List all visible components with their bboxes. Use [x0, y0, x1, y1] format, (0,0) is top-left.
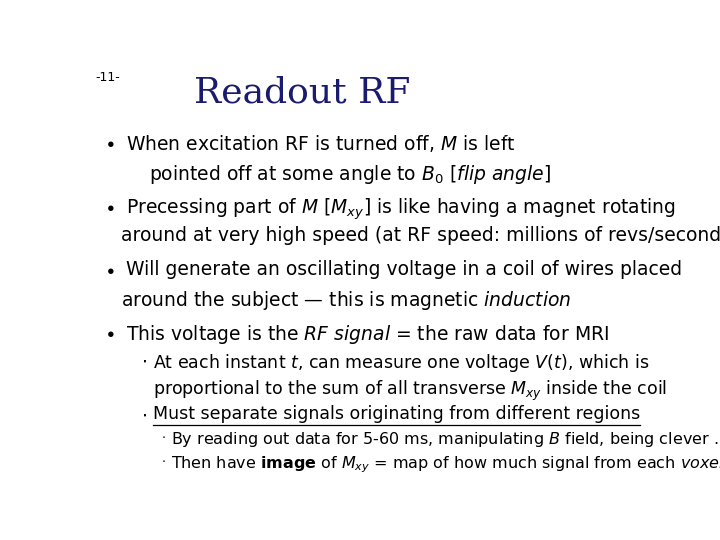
Text: $\bullet$: $\bullet$ [104, 133, 114, 152]
Text: Precessing part of $\it{M}$ [$M_{xy}$] is like having a magnet rotating: Precessing part of $\it{M}$ [$M_{xy}$] i… [126, 197, 676, 222]
Text: $M_{xy}$: $M_{xy}$ [652, 142, 672, 159]
Text: $\cdot$: $\cdot$ [161, 454, 166, 467]
Text: around at very high speed (at RF speed: millions of revs/second): around at very high speed (at RF speed: … [121, 226, 720, 245]
Text: Will generate an oscillating voltage in a coil of wires placed: Will generate an oscillating voltage in … [126, 260, 683, 279]
Text: This voltage is the $\it{RF\ signal}$ = the raw data for MRI: This voltage is the $\it{RF\ signal}$ = … [126, 323, 609, 346]
Text: M: M [661, 63, 672, 76]
Text: around the subject — this is magnetic $\it{induction}$: around the subject — this is magnetic $\… [121, 289, 571, 312]
Text: Readout RF: Readout RF [194, 75, 410, 109]
Text: Must separate signals originating from different regions: Must separate signals originating from d… [153, 406, 640, 423]
Text: B: B [562, 22, 570, 32]
Text: -11-: -11- [96, 71, 120, 84]
Text: $\bullet$: $\bullet$ [104, 323, 114, 342]
Text: pointed off at some angle to $\it{B}_0$ [$\it{flip\ angle}$]: pointed off at some angle to $\it{B}_0$ … [148, 163, 551, 186]
Text: $M_z$: $M_z$ [505, 63, 521, 77]
Text: By reading out data for 5-60 ms, manipulating $\it{B}$ field, being clever ...: By reading out data for 5-60 ms, manipul… [171, 430, 720, 449]
Text: proportional to the sum of all transverse $M_{xy}$ inside the coil: proportional to the sum of all transvers… [153, 379, 667, 402]
Text: $\cdot$: $\cdot$ [141, 352, 148, 371]
Text: $\cdot$: $\cdot$ [161, 430, 166, 443]
Text: y: y [690, 97, 697, 107]
Text: $\bullet$: $\bullet$ [104, 197, 114, 215]
Text: $\bullet$: $\bullet$ [104, 260, 114, 279]
Text: When excitation RF is turned off, $\it{M}$ is left: When excitation RF is turned off, $\it{M… [126, 133, 516, 154]
Text: Then have $\bf{image}$ of $M_{xy}$ = map of how much signal from each $\mathbf{\: Then have $\bf{image}$ of $M_{xy}$ = map… [171, 454, 720, 475]
Text: At each instant $\it{t}$, can measure one voltage $\it{V}$($\it{t}$), which is: At each instant $\it{t}$, can measure on… [153, 352, 649, 374]
Text: $\cdot$: $\cdot$ [141, 406, 148, 424]
